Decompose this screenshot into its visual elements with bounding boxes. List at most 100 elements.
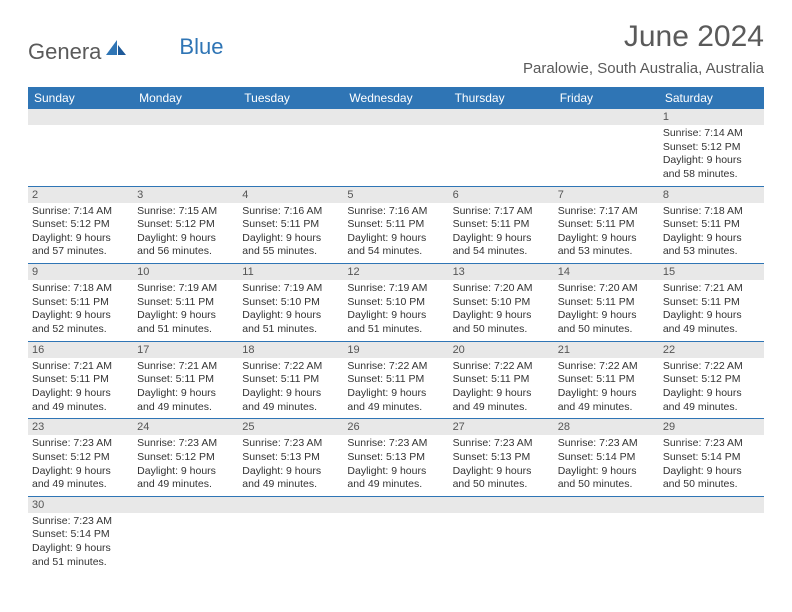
day-content: Sunrise: 7:16 AMSunset: 5:11 PMDaylight:… (238, 203, 343, 264)
calendar-cell: 5Sunrise: 7:16 AMSunset: 5:11 PMDaylight… (343, 186, 448, 264)
day-number-empty (343, 497, 448, 513)
day-number: 7 (554, 187, 659, 203)
logo-sail-icon (105, 38, 127, 61)
calendar-cell: 12Sunrise: 7:19 AMSunset: 5:10 PMDayligh… (343, 264, 448, 342)
day-number: 23 (28, 419, 133, 435)
day-content: Sunrise: 7:22 AMSunset: 5:11 PMDaylight:… (343, 358, 448, 419)
day-content: Sunrise: 7:23 AMSunset: 5:14 PMDaylight:… (554, 435, 659, 496)
day-content: Sunrise: 7:23 AMSunset: 5:14 PMDaylight:… (659, 435, 764, 496)
day-content: Sunrise: 7:23 AMSunset: 5:14 PMDaylight:… (28, 513, 133, 574)
day-content: Sunrise: 7:14 AMSunset: 5:12 PMDaylight:… (28, 203, 133, 264)
weekday-header: Monday (133, 87, 238, 109)
day-number-empty (343, 109, 448, 125)
calendar-cell-empty (238, 109, 343, 186)
day-number: 16 (28, 342, 133, 358)
day-content: Sunrise: 7:23 AMSunset: 5:13 PMDaylight:… (343, 435, 448, 496)
day-number-empty (133, 109, 238, 125)
calendar-row: 16Sunrise: 7:21 AMSunset: 5:11 PMDayligh… (28, 341, 764, 419)
calendar-cell-empty (133, 109, 238, 186)
weekday-header: Sunday (28, 87, 133, 109)
weekday-header: Friday (554, 87, 659, 109)
day-number: 4 (238, 187, 343, 203)
day-number: 28 (554, 419, 659, 435)
calendar-cell: 19Sunrise: 7:22 AMSunset: 5:11 PMDayligh… (343, 341, 448, 419)
day-content: Sunrise: 7:20 AMSunset: 5:11 PMDaylight:… (554, 280, 659, 341)
calendar-cell: 22Sunrise: 7:22 AMSunset: 5:12 PMDayligh… (659, 341, 764, 419)
calendar-row: 23Sunrise: 7:23 AMSunset: 5:12 PMDayligh… (28, 419, 764, 497)
calendar-cell-empty (449, 496, 554, 573)
calendar-cell: 25Sunrise: 7:23 AMSunset: 5:13 PMDayligh… (238, 419, 343, 497)
day-content: Sunrise: 7:23 AMSunset: 5:13 PMDaylight:… (238, 435, 343, 496)
calendar-row: 30Sunrise: 7:23 AMSunset: 5:14 PMDayligh… (28, 496, 764, 573)
day-number-empty (659, 497, 764, 513)
day-number: 20 (449, 342, 554, 358)
day-number: 14 (554, 264, 659, 280)
calendar-cell: 20Sunrise: 7:22 AMSunset: 5:11 PMDayligh… (449, 341, 554, 419)
calendar-cell: 4Sunrise: 7:16 AMSunset: 5:11 PMDaylight… (238, 186, 343, 264)
day-number: 22 (659, 342, 764, 358)
day-number: 17 (133, 342, 238, 358)
calendar-cell: 15Sunrise: 7:21 AMSunset: 5:11 PMDayligh… (659, 264, 764, 342)
calendar-row: 1Sunrise: 7:14 AMSunset: 5:12 PMDaylight… (28, 109, 764, 186)
header: Genera Blue June 2024 Paralowie, South A… (28, 20, 764, 77)
calendar-cell-empty (238, 496, 343, 573)
calendar-cell: 21Sunrise: 7:22 AMSunset: 5:11 PMDayligh… (554, 341, 659, 419)
day-content: Sunrise: 7:21 AMSunset: 5:11 PMDaylight:… (133, 358, 238, 419)
day-content: Sunrise: 7:17 AMSunset: 5:11 PMDaylight:… (554, 203, 659, 264)
calendar-cell: 11Sunrise: 7:19 AMSunset: 5:10 PMDayligh… (238, 264, 343, 342)
location-label: Paralowie, South Australia, Australia (523, 60, 764, 77)
weekday-header: Tuesday (238, 87, 343, 109)
day-content: Sunrise: 7:15 AMSunset: 5:12 PMDaylight:… (133, 203, 238, 264)
day-number: 12 (343, 264, 448, 280)
day-content: Sunrise: 7:23 AMSunset: 5:12 PMDaylight:… (133, 435, 238, 496)
day-number: 27 (449, 419, 554, 435)
day-number-empty (554, 497, 659, 513)
calendar-cell: 2Sunrise: 7:14 AMSunset: 5:12 PMDaylight… (28, 186, 133, 264)
calendar-table: SundayMondayTuesdayWednesdayThursdayFrid… (28, 87, 764, 573)
day-number: 2 (28, 187, 133, 203)
day-number-empty (133, 497, 238, 513)
calendar-cell-empty (343, 109, 448, 186)
day-number: 15 (659, 264, 764, 280)
day-content: Sunrise: 7:23 AMSunset: 5:12 PMDaylight:… (28, 435, 133, 496)
calendar-cell: 9Sunrise: 7:18 AMSunset: 5:11 PMDaylight… (28, 264, 133, 342)
calendar-row: 9Sunrise: 7:18 AMSunset: 5:11 PMDaylight… (28, 264, 764, 342)
day-content: Sunrise: 7:22 AMSunset: 5:11 PMDaylight:… (238, 358, 343, 419)
day-content: Sunrise: 7:16 AMSunset: 5:11 PMDaylight:… (343, 203, 448, 264)
day-number: 1 (659, 109, 764, 125)
day-content: Sunrise: 7:19 AMSunset: 5:10 PMDaylight:… (343, 280, 448, 341)
calendar-body: 1 Sunrise: 7:14 AMSunset: 5:12 PMDaylight… (28, 109, 764, 573)
calendar-cell: 18Sunrise: 7:22 AMSunset: 5:11 PMDayligh… (238, 341, 343, 419)
weekday-header: Thursday (449, 87, 554, 109)
day-number: 13 (449, 264, 554, 280)
calendar-cell: 27Sunrise: 7:23 AMSunset: 5:13 PMDayligh… (449, 419, 554, 497)
day-content: Sunrise: 7:22 AMSunset: 5:11 PMDaylight:… (554, 358, 659, 419)
weekday-header: Saturday (659, 87, 764, 109)
weekday-header: Wednesday (343, 87, 448, 109)
calendar-cell: 24Sunrise: 7:23 AMSunset: 5:12 PMDayligh… (133, 419, 238, 497)
calendar-cell-empty (659, 496, 764, 573)
calendar-cell: 8Sunrise: 7:18 AMSunset: 5:11 PMDaylight… (659, 186, 764, 264)
calendar-cell: 6Sunrise: 7:17 AMSunset: 5:11 PMDaylight… (449, 186, 554, 264)
day-content: Sunrise: 7:18 AMSunset: 5:11 PMDaylight:… (659, 203, 764, 264)
day-number: 25 (238, 419, 343, 435)
calendar-cell-empty (449, 109, 554, 186)
day-content: Sunrise: 7:18 AMSunset: 5:11 PMDaylight:… (28, 280, 133, 341)
page-title: June 2024 (523, 20, 764, 54)
calendar-cell: 10Sunrise: 7:19 AMSunset: 5:11 PMDayligh… (133, 264, 238, 342)
day-number-empty (28, 109, 133, 125)
logo-text-blue: Blue (179, 34, 223, 60)
calendar-cell: 7Sunrise: 7:17 AMSunset: 5:11 PMDaylight… (554, 186, 659, 264)
day-number: 21 (554, 342, 659, 358)
calendar-cell: 28Sunrise: 7:23 AMSunset: 5:14 PMDayligh… (554, 419, 659, 497)
day-number: 24 (133, 419, 238, 435)
logo: Genera Blue (28, 38, 223, 65)
calendar-cell: 13Sunrise: 7:20 AMSunset: 5:10 PMDayligh… (449, 264, 554, 342)
calendar-row: 2Sunrise: 7:14 AMSunset: 5:12 PMDaylight… (28, 186, 764, 264)
day-content: Sunrise: 7:20 AMSunset: 5:10 PMDaylight:… (449, 280, 554, 341)
calendar-cell-empty (133, 496, 238, 573)
day-content: Sunrise: 7:23 AMSunset: 5:13 PMDaylight:… (449, 435, 554, 496)
calendar-cell: 14Sunrise: 7:20 AMSunset: 5:11 PMDayligh… (554, 264, 659, 342)
calendar-cell: 3Sunrise: 7:15 AMSunset: 5:12 PMDaylight… (133, 186, 238, 264)
day-number: 8 (659, 187, 764, 203)
